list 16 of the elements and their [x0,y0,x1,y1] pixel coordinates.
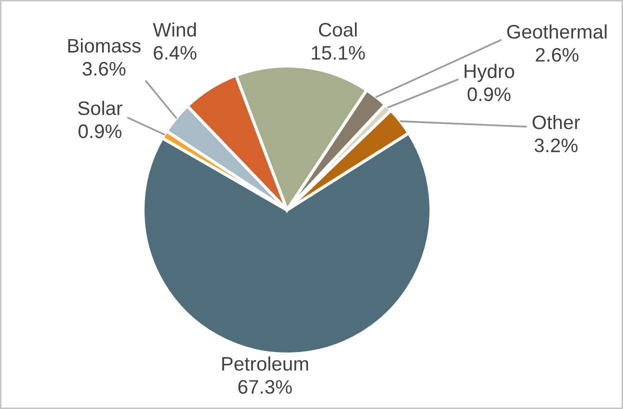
data-label: 67.3% [238,380,292,394]
slice-label: Geothermal [507,24,606,39]
data-label: 0.9% [78,124,122,138]
slice-label: Biomass [68,38,141,53]
data-label: 2.6% [536,48,578,62]
slice-label: Wind [152,22,196,37]
slice-label: Solar [78,100,122,116]
data-label: 3.6% [82,62,126,76]
slice-label: Petroleum [222,356,308,371]
slice-label: Other [532,114,580,130]
data-label: 6.4% [154,46,196,60]
slice-label: Coal [318,22,357,37]
data-label: 0.9% [468,87,510,102]
data-label: 15.1% [312,46,365,60]
data-label: 3.2% [534,138,578,152]
slice-label: Hydro [464,64,514,82]
